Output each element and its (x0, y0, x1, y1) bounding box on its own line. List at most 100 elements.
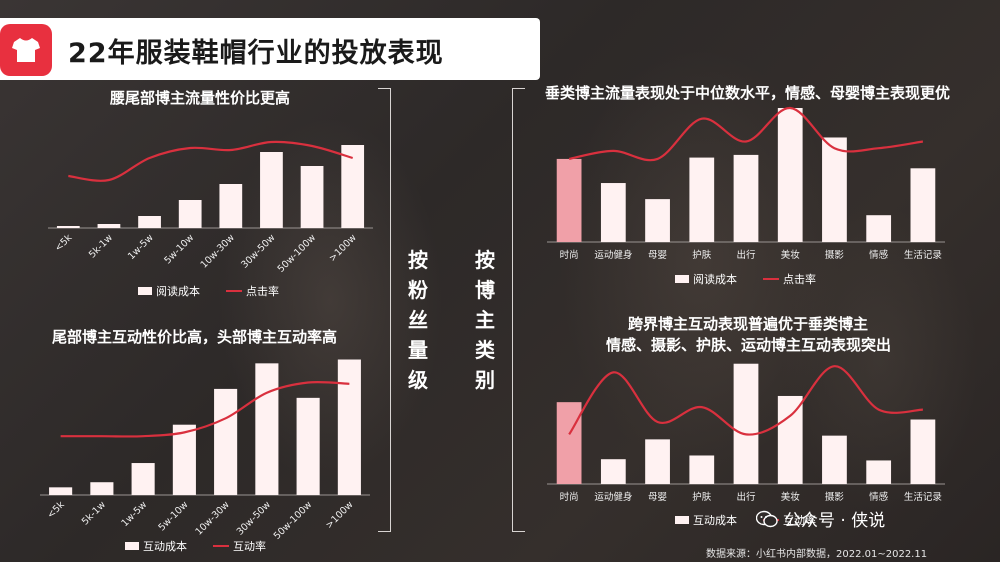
bar-美妆 (777, 108, 803, 242)
legend-bar-swatch (125, 542, 139, 550)
x-tick-label: 运动健身 (594, 491, 632, 503)
bar-运动健身 (600, 183, 626, 242)
legend-bar-label: 互动成本 (693, 513, 737, 527)
bar-生活记录 (910, 168, 936, 242)
bar-10w-30w (219, 184, 243, 228)
bar-护肤 (689, 455, 715, 484)
x-tick-label: >100w (324, 499, 356, 531)
bar-30w-50w (260, 152, 283, 228)
x-tick-label: 运动健身 (594, 249, 632, 261)
chart-tier-interact: <5k 5k-1w 1w-5w 5w-10w 10w-30w 30w-50w50w-100… (40, 359, 370, 553)
bar-5k-1w (97, 224, 121, 228)
bar-<5k (49, 487, 73, 495)
x-tick-label: 情感 (869, 491, 889, 503)
x-tick-label: 时尚 (560, 491, 579, 503)
bar-母婴 (645, 199, 670, 242)
bar-<5k (56, 226, 80, 228)
x-tick-label: 50w-100w (272, 499, 315, 542)
x-tick-label: 摄影 (825, 491, 845, 503)
line-series-点击率 (568, 106, 924, 162)
legend-bar-label: 阅读成本 (156, 284, 200, 298)
bar-5w-10w (172, 424, 196, 495)
data-source-note: 数据来源：小红书内部数据，2022.01~2022.11 (706, 549, 928, 560)
bar->100w (337, 359, 361, 495)
x-tick-label: 护肤 (692, 491, 712, 503)
bar-50w-100w (300, 166, 324, 228)
footer-logo-text: 公众号 · 侠说 (784, 511, 886, 531)
bar->100w (341, 145, 365, 228)
wechat-icon (756, 510, 778, 527)
bar-摄影 (822, 435, 847, 484)
x-tick-label: 10w-30w (193, 499, 231, 537)
legend-bar-label: 互动成本 (143, 539, 187, 553)
x-tick-label: 50w-100w (276, 232, 319, 275)
page-title: 22年服装鞋帽行业的投放表现 (68, 38, 444, 69)
x-tick-label: 30w-50w (235, 499, 273, 537)
chart-title-category-read: 垂类博主流量表现处于中位数水平，情感、母婴博主表现更优 (545, 84, 951, 102)
x-tick-label: 5w-10w (156, 499, 190, 533)
section-label-fans: 按粉丝量级 (408, 248, 428, 392)
bar-5w-10w (178, 200, 202, 228)
bar-10w-30w (214, 388, 238, 495)
x-tick-label: <5k (53, 232, 75, 254)
bar-运动健身 (600, 459, 626, 484)
bar-护肤 (689, 157, 715, 242)
x-tick-label: 情感 (869, 249, 889, 261)
x-tick-label: 母婴 (648, 492, 667, 503)
bar-出行 (733, 154, 759, 242)
bar-生活记录 (910, 419, 936, 484)
chart-tier-read: <5k 5k-1w 1w-5w 5w-10w 10w-30w 30w-50w50w-100… (48, 140, 373, 298)
x-tick-label: 美妆 (781, 491, 801, 503)
line-series-互动率 (60, 380, 350, 438)
x-tick-label: 生活记录 (904, 491, 943, 503)
x-tick-label: 30w-50w (239, 232, 277, 270)
bracket-left (378, 88, 391, 532)
bar-1w-5w (131, 463, 155, 495)
chart-subtitle-category-interact: 情感、摄影、护肤、运动博主互动表现突出 (606, 336, 892, 354)
x-tick-label: 出行 (736, 249, 756, 261)
bar-1w-5w (138, 216, 161, 228)
section-label-category: 按博主类别 (475, 248, 495, 392)
legend-line-label: 点击率 (246, 284, 279, 298)
bar-时尚 (556, 402, 582, 484)
legend-line-label: 互动率 (783, 513, 816, 527)
x-tick-label: 出行 (736, 491, 756, 503)
chart-title-tier-read: 腰尾部博主流量性价比更高 (110, 89, 291, 107)
legend-line-label: 互动率 (233, 539, 266, 553)
chart-title-tier-interact: 尾部博主互动性价比高，头部博主互动率高 (52, 328, 338, 346)
x-tick-label: 母婴 (648, 250, 667, 261)
bar-情感 (866, 460, 892, 484)
bracket-right (512, 88, 525, 532)
x-tick-label: 5k-1w (87, 232, 115, 260)
legend-bar-label: 阅读成本 (693, 272, 737, 286)
shirt-icon (12, 38, 40, 62)
bar-情感 (866, 215, 892, 242)
bar-摄影 (822, 137, 847, 242)
x-tick-label: >100w (327, 232, 359, 264)
x-tick-label: 1w-5w (120, 499, 150, 529)
x-tick-label: 5w-10w (162, 232, 196, 266)
footer-logo: 公众号 · 侠说 (756, 506, 885, 531)
bar-母婴 (645, 439, 670, 484)
bar-出行 (733, 363, 759, 484)
x-tick-label: 美妆 (781, 249, 801, 261)
legend-line-label: 点击率 (783, 272, 816, 286)
x-tick-label: 护肤 (692, 249, 712, 261)
x-tick-label: <5k (45, 499, 67, 521)
x-tick-label: 10w-30w (199, 232, 237, 270)
bar-5k-1w (90, 482, 114, 495)
x-tick-label: 时尚 (560, 249, 579, 261)
bar-30w-50w (255, 363, 279, 495)
x-tick-label: 摄影 (825, 249, 845, 261)
line-series-点击率 (68, 140, 353, 182)
title-banner (0, 18, 540, 80)
bar-时尚 (556, 158, 582, 242)
bar-50w-100w (296, 397, 320, 495)
x-tick-label: 1w-5w (126, 232, 156, 262)
shirt-icon-box (0, 24, 52, 76)
legend-bar-swatch (675, 516, 689, 524)
legend-bar-swatch (675, 275, 689, 283)
line-series-互动率 (568, 365, 923, 436)
